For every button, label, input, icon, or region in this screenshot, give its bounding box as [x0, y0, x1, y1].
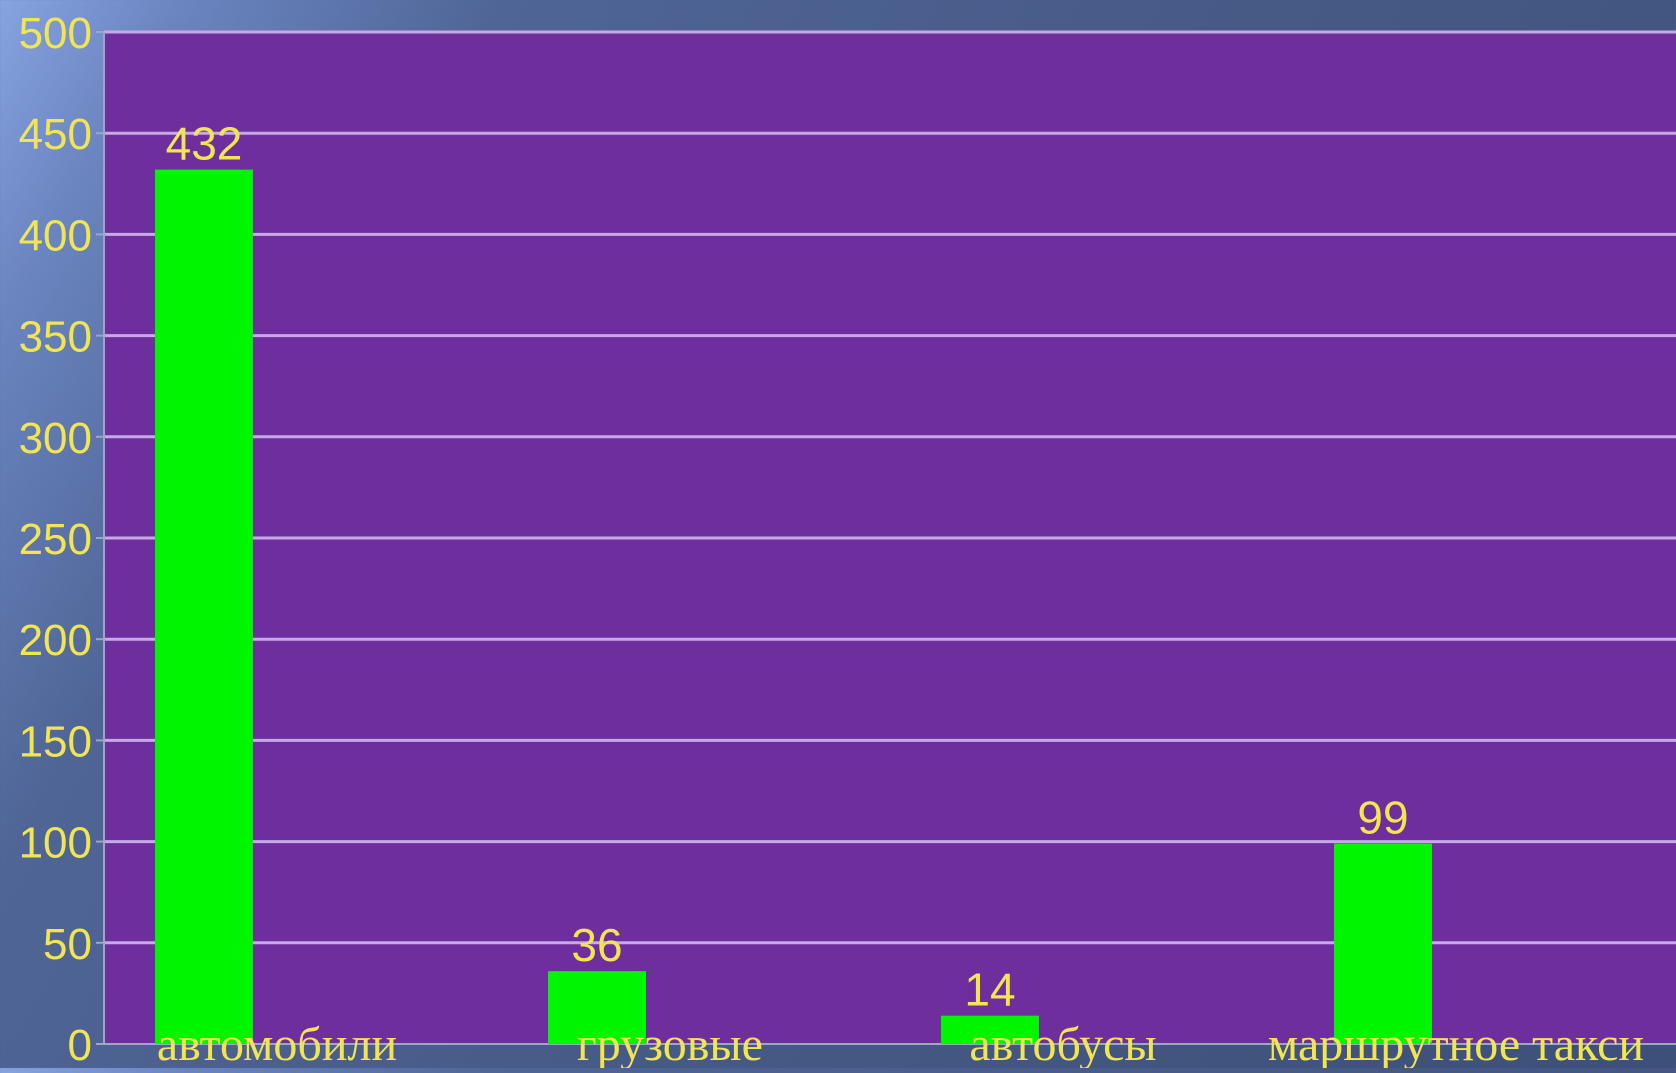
- bar: [941, 1015, 1039, 1044]
- data-label: 36: [571, 919, 622, 971]
- data-label: 99: [1357, 792, 1408, 844]
- y-tick-label: 50: [43, 920, 92, 969]
- category-label: автомобили: [157, 1018, 397, 1068]
- y-axis: 0 50 100 150 200 250 300 350 400 450 500: [19, 9, 1676, 1070]
- y-tick-label: 0: [68, 1021, 92, 1068]
- data-label: 14: [964, 964, 1015, 1016]
- y-tick-label: 200: [19, 616, 92, 665]
- bars: [155, 169, 1432, 1044]
- category-label: маршрутное такси: [1268, 1018, 1644, 1068]
- y-tick-label: 350: [19, 313, 92, 362]
- data-label: 432: [166, 118, 243, 170]
- y-tick-label: 500: [19, 9, 92, 58]
- category-label: автобусы: [969, 1018, 1156, 1068]
- bar: [548, 971, 646, 1044]
- category-label: грузовые: [577, 1018, 763, 1068]
- y-tick-label: 300: [19, 414, 92, 463]
- x-axis-category-labels: автомобили грузовые автобусы маршрутное так…: [157, 1018, 1644, 1071]
- y-tick-label: 450: [19, 110, 92, 159]
- bar: [155, 169, 253, 1044]
- y-tick-label: 400: [19, 211, 92, 260]
- y-tick-label: 150: [19, 717, 92, 766]
- y-tick-label: 250: [19, 515, 92, 564]
- gridlines: [104, 30, 1676, 945]
- y-tick-label: 100: [19, 819, 92, 868]
- bar: [1334, 843, 1432, 1044]
- data-labels: 432 36 14 99: [166, 118, 1409, 1016]
